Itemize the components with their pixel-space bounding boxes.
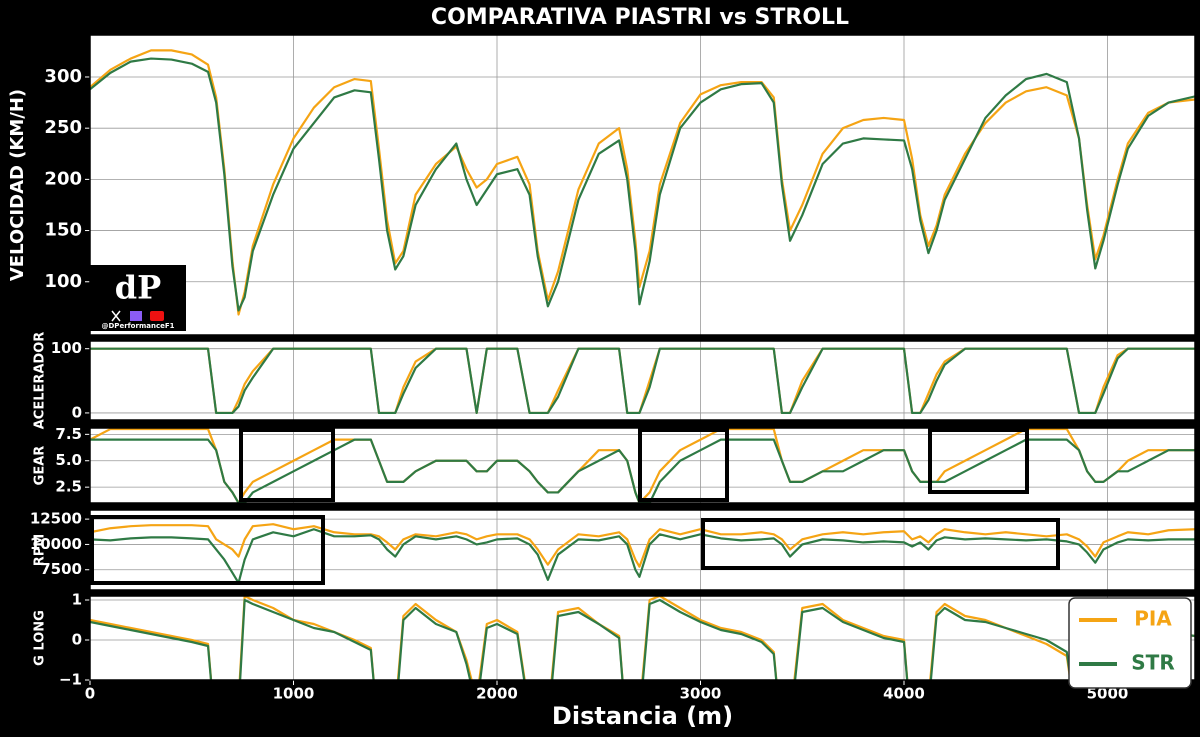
- plot-area: [90, 596, 1195, 680]
- y-tick-label: 250: [44, 117, 82, 138]
- x-tick-label: 1000: [273, 685, 315, 703]
- series-line: [90, 347, 1195, 415]
- series-line: [90, 596, 1195, 680]
- series-line: [90, 528, 1195, 585]
- legend-label: STR: [1131, 651, 1174, 675]
- y-tick-label: 2.5: [55, 478, 82, 496]
- y-axis-label: ACELERADOR: [33, 332, 48, 430]
- legend-label: PIA: [1134, 607, 1172, 631]
- plot-border: [89, 340, 1196, 421]
- x-tick-label: 2000: [476, 685, 518, 703]
- series-line: [90, 438, 1195, 503]
- y-tick-label: 7.5: [55, 425, 82, 443]
- highlight-boxes: [90, 428, 1060, 585]
- x-tick-label: 5000: [1087, 685, 1129, 703]
- x-axis-label: Distancia (m): [552, 702, 733, 730]
- logo-handle: @DPerformanceF1: [102, 322, 175, 330]
- y-tick-label: 5.0: [55, 451, 82, 469]
- y-tick-label: 0: [72, 631, 82, 649]
- y-tick-label: 200: [44, 168, 82, 189]
- highlight-box: [701, 518, 1060, 570]
- y-axis-label: GEAR: [33, 446, 48, 486]
- x-tick-label: 0: [85, 685, 95, 703]
- y-axis-label: G LONG: [33, 610, 48, 666]
- y-axis-label: RPM: [33, 534, 48, 566]
- x-tick-label: 3000: [680, 685, 722, 703]
- x-tick-label: 4000: [883, 685, 925, 703]
- logo-icon: [111, 310, 121, 322]
- plot-border: [89, 34, 1196, 336]
- y-tick-label: 300: [44, 66, 82, 87]
- series-line: [90, 523, 1195, 568]
- highlight-box: [928, 428, 1029, 494]
- y-tick-label: 0: [72, 403, 82, 421]
- chart-title: COMPARATIVA PIASTRI vs STROLL: [431, 5, 849, 30]
- logo-icon: [130, 311, 142, 321]
- legend-box: [1068, 597, 1192, 689]
- logo-mark: dP: [115, 269, 161, 307]
- logo-icon: [150, 311, 164, 321]
- overlay: dP @DPerformanceF1: [90, 265, 1060, 585]
- y-tick-label: 100: [51, 339, 82, 357]
- series-line: [90, 57, 1195, 312]
- series-line: [90, 49, 1195, 316]
- y-tick-label: −1: [59, 671, 82, 689]
- plot-area: [90, 35, 1195, 335]
- y-tick-label: 7500: [40, 560, 82, 578]
- logo: dP @DPerformanceF1: [90, 265, 186, 331]
- y-tick-label: 150: [44, 220, 82, 241]
- series-line: [90, 598, 1195, 680]
- y-tick-label: 12500: [30, 510, 82, 528]
- plot-border: [89, 595, 1196, 681]
- y-tick-label: 10000: [30, 535, 82, 553]
- y-axis-label: VELOCIDAD (KM/H): [7, 89, 28, 281]
- y-tick-label: 1: [72, 591, 82, 609]
- y-tick-label: 100: [44, 271, 82, 292]
- highlight-box: [90, 515, 325, 585]
- highlight-box: [638, 428, 729, 502]
- highlight-box: [239, 428, 335, 502]
